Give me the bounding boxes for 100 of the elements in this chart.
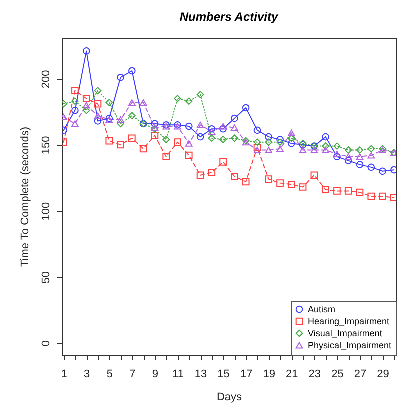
point: [151, 132, 159, 140]
x-tick-label: 27: [354, 368, 367, 380]
x-tick-label: 3: [84, 368, 90, 380]
x-tick-label: 23: [308, 368, 322, 380]
x-tick-label: 15: [218, 368, 230, 380]
legend-label: Autism: [308, 304, 336, 314]
point: [196, 91, 204, 98]
point: [322, 186, 330, 194]
point: [265, 133, 273, 141]
point: [288, 140, 296, 148]
point: [162, 153, 170, 161]
x-tick-label: 11: [172, 368, 184, 380]
point: [356, 146, 364, 154]
point: [356, 188, 364, 196]
point: [276, 180, 284, 187]
point: [196, 133, 204, 141]
point: [231, 134, 238, 142]
point: [276, 138, 284, 146]
legend-label: Hearing_Impairment: [308, 316, 390, 326]
legend-label: Physical_Impairment: [308, 340, 392, 350]
point: [356, 154, 364, 160]
y-tick-label: 100: [40, 202, 52, 221]
point: [196, 122, 204, 128]
point: [94, 118, 102, 125]
point: [242, 104, 250, 112]
point: [117, 74, 124, 82]
point: [276, 146, 284, 152]
point: [368, 145, 376, 153]
point: [254, 144, 262, 152]
point: [117, 116, 124, 124]
point: [208, 169, 216, 176]
point: [162, 136, 170, 144]
chart-title: Numbers Activity: [180, 10, 280, 24]
point: [185, 152, 193, 160]
point: [288, 134, 296, 142]
point: [288, 130, 296, 136]
point: [220, 136, 227, 144]
point: [299, 184, 307, 191]
point: [334, 188, 341, 195]
x-tick-label: 29: [377, 368, 390, 380]
point: [82, 48, 90, 55]
point: [231, 124, 238, 132]
point: [72, 98, 79, 106]
point: [368, 152, 376, 159]
point: [220, 125, 227, 133]
point: [174, 138, 182, 146]
point: [288, 180, 296, 188]
point: [368, 164, 376, 172]
point: [185, 140, 193, 147]
x-tick-label: 5: [106, 368, 113, 380]
point: [344, 146, 352, 154]
point: [140, 145, 148, 153]
point: [196, 172, 204, 180]
point: [231, 114, 238, 122]
point: [322, 147, 330, 154]
point: [310, 147, 318, 154]
y-tick-label: 0: [40, 340, 52, 347]
point: [334, 153, 341, 161]
x-tick-label: 1: [61, 368, 68, 380]
x-tick-label: 13: [194, 368, 208, 380]
point: [379, 192, 386, 200]
point: [231, 173, 238, 180]
point: [220, 123, 227, 130]
point: [128, 99, 136, 106]
point: [82, 102, 90, 109]
point: [72, 120, 79, 128]
point: [208, 134, 216, 142]
point: [299, 147, 307, 154]
point: [151, 120, 159, 128]
point: [254, 147, 262, 154]
x-tick-label: 19: [263, 368, 276, 380]
x-axis-title: Days: [216, 392, 243, 404]
point: [140, 99, 148, 106]
point: [72, 87, 79, 94]
legend-label: Visual_Impairment: [308, 328, 383, 338]
point: [310, 172, 318, 180]
point: [128, 134, 136, 142]
point: [242, 178, 250, 186]
point: [368, 192, 376, 200]
x-tick-label: 17: [240, 368, 253, 380]
point: [334, 150, 341, 158]
point: [94, 100, 102, 108]
point: [220, 158, 227, 166]
point: [344, 188, 352, 195]
point: [94, 87, 102, 94]
point: [322, 133, 330, 141]
point: [94, 112, 102, 120]
point: [82, 106, 90, 114]
point: [174, 95, 182, 102]
point: [276, 136, 284, 144]
point: [334, 142, 341, 150]
y-tick-label: 50: [40, 271, 52, 284]
point: [128, 112, 136, 120]
point: [117, 120, 124, 128]
point: [185, 98, 193, 106]
point: [379, 168, 386, 176]
point: [208, 128, 216, 136]
point: [265, 176, 273, 183]
x-tick-label: 21: [286, 368, 298, 380]
point: [117, 141, 124, 149]
